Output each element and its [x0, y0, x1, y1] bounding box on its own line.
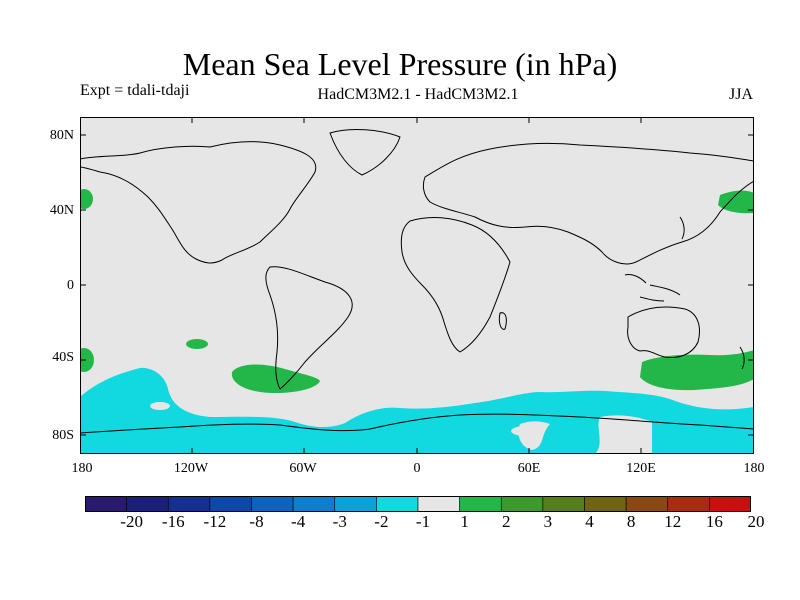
- colorbar-label: -8: [249, 512, 264, 531]
- lon-tick-label: 60W: [289, 461, 317, 476]
- colorbar-swatch: [292, 496, 336, 512]
- season-label: JJA: [728, 86, 753, 103]
- colorbar-swatch: [584, 496, 627, 512]
- world-map-plot: [80, 117, 754, 454]
- colorbar-label: -12: [203, 512, 227, 531]
- lon-tick-label: 0: [413, 461, 421, 476]
- neutral-holes: [150, 402, 652, 454]
- colorbar-swatch: [85, 496, 127, 512]
- positive-south-pacific-small: [186, 339, 208, 349]
- lon-tick-label: 60E: [517, 461, 541, 476]
- lat-tick-label: 40N: [49, 203, 74, 218]
- coastlines: [80, 129, 754, 434]
- colorbar-swatch: [709, 496, 751, 512]
- positive-north-pacific-east: [718, 190, 754, 214]
- chart-title: Mean Sea Level Pressure (in hPa): [182, 46, 618, 82]
- experiment-label: Expt = tdali-tdaji: [80, 82, 190, 99]
- colorbar-swatch: [126, 496, 169, 512]
- lon-tick-label: 180: [743, 461, 765, 476]
- positive-south-pacific-west: [80, 348, 94, 372]
- colorbar-label: 20: [747, 512, 765, 531]
- lat-tick-label: 80N: [49, 128, 74, 143]
- colorbar-label: 2: [502, 512, 511, 531]
- lon-tick-label: 180: [71, 461, 93, 476]
- colorbar-swatch: [334, 496, 377, 512]
- colorbar-swatch: [167, 496, 211, 512]
- colorbar-label: -16: [161, 512, 185, 531]
- negative-anomaly-field: [80, 367, 754, 454]
- model-label: HadCM3M2.1 - HadCM3M2.1: [317, 86, 519, 103]
- colorbar-label: 1: [460, 512, 469, 531]
- colorbar-swatch: [459, 496, 502, 512]
- lon-tick-label: 120W: [173, 461, 209, 476]
- colorbar-swatch: [209, 496, 252, 512]
- colorbar-label: -3: [332, 512, 347, 531]
- colorbar-label: -20: [120, 512, 143, 531]
- colorbar-swatch: [500, 496, 544, 512]
- colorbar-label: 8: [626, 512, 636, 531]
- colorbar-label: -2: [374, 512, 389, 531]
- positive-southeast-pacific: [231, 364, 320, 393]
- positive-north-pacific-west: [80, 189, 93, 209]
- colorbar-label: 4: [585, 512, 594, 531]
- lon-tick-label: 120E: [626, 461, 656, 476]
- lat-tick-label: 0: [67, 278, 74, 293]
- colorbar-label: 16: [705, 512, 723, 531]
- colorbar: [85, 496, 751, 512]
- colorbar-label: 12: [664, 512, 682, 531]
- lat-tick-label: 40S: [52, 350, 74, 365]
- axis-ticks: [80, 117, 754, 454]
- positive-southern-australia: [640, 350, 754, 391]
- positive-anomaly-field: [80, 189, 754, 393]
- colorbar-label: -4: [291, 512, 306, 531]
- colorbar-swatch: [667, 496, 710, 512]
- colorbar-swatch: [625, 496, 669, 512]
- colorbar-swatch: [542, 496, 585, 512]
- colorbar-label: -1: [415, 512, 431, 531]
- lat-tick-label: 80S: [52, 428, 74, 443]
- colorbar-label: 3: [543, 512, 553, 531]
- colorbar-swatch: [417, 496, 460, 512]
- colorbar-swatch: [251, 496, 294, 512]
- colorbar-swatch: [376, 496, 419, 512]
